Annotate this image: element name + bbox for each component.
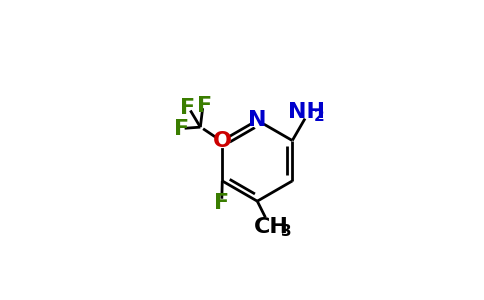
Text: F: F bbox=[197, 96, 212, 116]
Ellipse shape bbox=[215, 134, 230, 148]
Text: CH: CH bbox=[254, 217, 288, 237]
Text: 3: 3 bbox=[281, 224, 291, 239]
Text: O: O bbox=[213, 130, 232, 151]
Text: F: F bbox=[174, 119, 189, 140]
Text: NH: NH bbox=[287, 102, 325, 122]
Ellipse shape bbox=[250, 113, 264, 127]
Text: 2: 2 bbox=[314, 109, 325, 124]
Text: N: N bbox=[248, 110, 267, 130]
Text: F: F bbox=[180, 98, 195, 118]
Text: F: F bbox=[213, 193, 228, 213]
